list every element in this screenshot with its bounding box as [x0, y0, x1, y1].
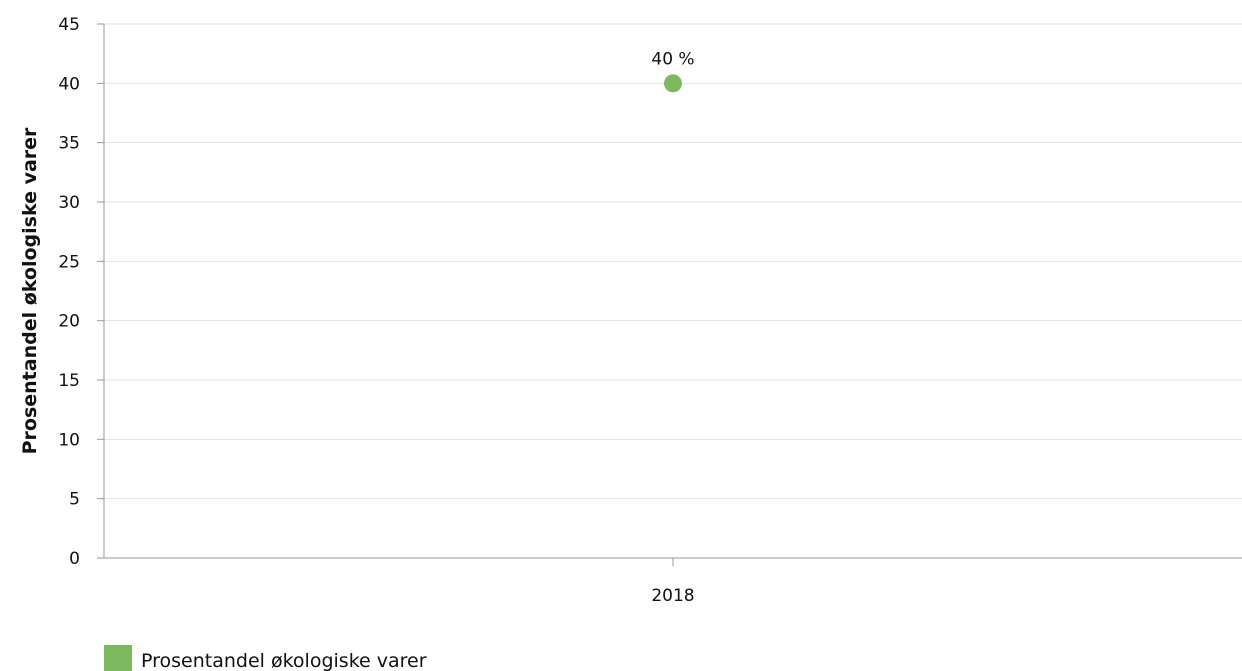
- legend-swatch: [104, 645, 132, 671]
- x-tick-label: 2018: [651, 586, 694, 606]
- legend-label: Prosentandel økologiske varer: [141, 650, 427, 671]
- y-tick-label: 20: [58, 312, 80, 332]
- legend[interactable]: Prosentandel økologiske varer: [104, 645, 427, 671]
- x-tick-labels: 2018: [651, 558, 695, 606]
- y-tick-label: 45: [58, 15, 80, 35]
- y-axis-title: Prosentandel økologiske varer: [19, 127, 41, 454]
- y-tick-label: 0: [69, 549, 80, 569]
- gridlines: [104, 23, 1242, 500]
- series-layer: 40 %: [651, 49, 695, 93]
- y-tick-label: 25: [58, 252, 80, 272]
- axes: [103, 24, 1242, 559]
- y-tick-label: 10: [58, 430, 80, 450]
- y-tick-label: 40: [58, 74, 80, 94]
- data-point[interactable]: [664, 74, 682, 93]
- y-tick-label: 15: [58, 371, 80, 391]
- y-tick-label: 30: [58, 193, 80, 213]
- y-tick-label: 35: [58, 134, 80, 154]
- data-label: 40 %: [651, 49, 694, 69]
- y-tick-label: 5: [69, 490, 80, 510]
- y-tick-labels: 0 5 10 15 20 25 30 35 40 45: [58, 15, 104, 569]
